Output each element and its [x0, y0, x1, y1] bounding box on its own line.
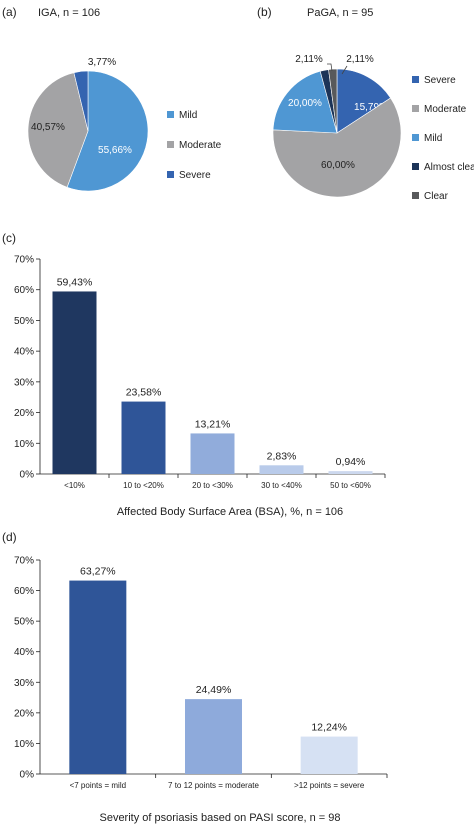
y-tick-label: 20% — [14, 708, 34, 719]
y-tick-label: 70% — [14, 556, 34, 567]
y-tick-label: 70% — [14, 255, 34, 266]
bar-value-label: 13,21% — [195, 418, 231, 430]
bar-value-label: 24,49% — [196, 684, 232, 696]
legend-label: Almost clear — [424, 162, 474, 173]
y-tick-label: 30% — [14, 377, 34, 388]
pie-slice-clear — [328, 68, 338, 134]
legend-label: Moderate — [424, 104, 467, 115]
pie-slice-mild — [272, 70, 338, 134]
legend-swatch — [167, 141, 174, 148]
legend-label: Mild — [179, 110, 197, 121]
x-axis-title: Severity of psoriasis based on PASI scor… — [99, 812, 340, 824]
slice-value-label: 55,66% — [98, 145, 132, 156]
pie-slice-mild — [66, 70, 149, 192]
bar — [121, 401, 166, 474]
x-tick-label: 20 to <30% — [192, 481, 233, 490]
bar — [328, 471, 373, 474]
legend-swatch — [412, 134, 419, 141]
panel-label: (a) — [2, 5, 17, 19]
x-tick-label: <10% — [64, 481, 85, 490]
bar — [259, 465, 304, 474]
legend-swatch — [412, 192, 419, 199]
pie-slice-severe — [73, 70, 89, 132]
pie-title: IGA, n = 106 — [38, 7, 100, 19]
leader-line — [341, 65, 348, 75]
bar-value-label: 2,83% — [267, 450, 297, 462]
y-tick-label: 50% — [14, 316, 34, 327]
bar-value-label: 59,43% — [57, 276, 93, 288]
panel-label: (c) — [2, 231, 16, 245]
bar — [185, 699, 242, 774]
pie-slice-severe — [336, 68, 391, 134]
slice-value-label: 20,00% — [288, 98, 322, 109]
legend-swatch — [412, 76, 419, 83]
x-tick-label: 30 to <40% — [261, 481, 302, 490]
panel-label: (d) — [2, 530, 17, 544]
panel-label: (b) — [257, 5, 272, 19]
x-tick-label: 50 to <60% — [330, 481, 371, 490]
bar — [69, 580, 127, 774]
bar-value-label: 63,27% — [80, 566, 116, 578]
y-tick-label: 60% — [14, 586, 34, 597]
bar — [52, 291, 97, 474]
y-tick-label: 0% — [20, 770, 35, 781]
bar-value-label: 0,94% — [336, 456, 366, 468]
y-tick-label: 30% — [14, 678, 34, 689]
y-tick-label: 60% — [14, 285, 34, 296]
y-tick-label: 50% — [14, 617, 34, 628]
slice-value-label: 40,57% — [31, 122, 65, 133]
bar-value-label: 23,58% — [126, 387, 162, 399]
pie-title: PaGA, n = 95 — [307, 7, 373, 19]
x-tick-label: <7 points = mild — [70, 781, 126, 790]
legend-swatch — [412, 163, 419, 170]
legend-label: Clear — [424, 191, 449, 202]
slice-value-label: 15,79% — [354, 102, 388, 113]
pie-slice-moderate — [272, 97, 402, 198]
y-tick-label: 20% — [14, 408, 34, 419]
legend-label: Severe — [179, 170, 211, 181]
y-tick-label: 10% — [14, 439, 34, 450]
x-tick-label: 7 to 12 points = moderate — [168, 781, 260, 790]
legend-label: Severe — [424, 75, 456, 86]
x-axis-title: Affected Body Surface Area (BSA), %, n =… — [117, 506, 343, 518]
bar-value-label: 12,24% — [311, 722, 347, 734]
slice-value-label: 60,00% — [321, 160, 355, 171]
bar — [300, 736, 358, 774]
y-tick-label: 0% — [20, 470, 35, 481]
slice-value-label: 3,77% — [88, 57, 116, 68]
legend-label: Moderate — [179, 140, 222, 151]
bar — [190, 433, 235, 474]
legend-swatch — [167, 171, 174, 178]
slice-value-label: 2,11% — [295, 54, 323, 65]
legend-swatch — [412, 105, 419, 112]
legend-label: Mild — [424, 133, 442, 144]
x-tick-label: >12 points = severe — [294, 781, 365, 790]
y-tick-label: 10% — [14, 739, 34, 750]
x-tick-label: 10 to <20% — [123, 481, 164, 490]
y-tick-label: 40% — [14, 647, 34, 658]
pie-slice-moderate — [27, 72, 89, 188]
leader-line — [327, 63, 333, 72]
legend-swatch — [167, 111, 174, 118]
y-tick-label: 40% — [14, 347, 34, 358]
slice-value-label: 2,11% — [346, 54, 374, 65]
